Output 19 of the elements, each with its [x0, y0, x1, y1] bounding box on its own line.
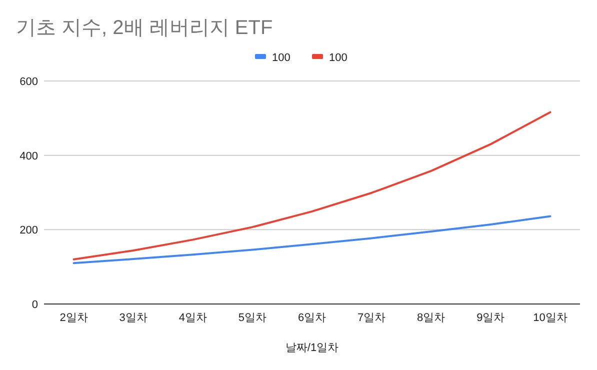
chart-title: 기초 지수, 2배 레버리지 ETF [16, 17, 273, 39]
y-tick-label: 200 [20, 224, 38, 237]
x-tick-label: 2일차 [60, 312, 88, 324]
legend-label: 100 [272, 52, 290, 64]
x-tick-label: 10일차 [533, 312, 568, 324]
legend-label: 100 [329, 52, 348, 64]
y-tick-label: 0 [32, 299, 38, 311]
y-tick-label: 400 [20, 150, 38, 162]
x-tick-label: 3일차 [119, 312, 148, 324]
line-series [72, 215, 552, 264]
x-axis-title: 날짜/1일차 [285, 342, 339, 354]
line-series [72, 111, 552, 260]
x-tick-label: 5일차 [238, 312, 267, 324]
x-tick-label: 7일차 [357, 312, 386, 324]
x-tick-label: 4일차 [178, 312, 207, 324]
x-tick-label: 8일차 [417, 312, 446, 324]
y-tick-label: 600 [20, 76, 38, 88]
x-tick-label: 9일차 [476, 312, 505, 324]
x-tick-label: 6일차 [298, 312, 326, 324]
